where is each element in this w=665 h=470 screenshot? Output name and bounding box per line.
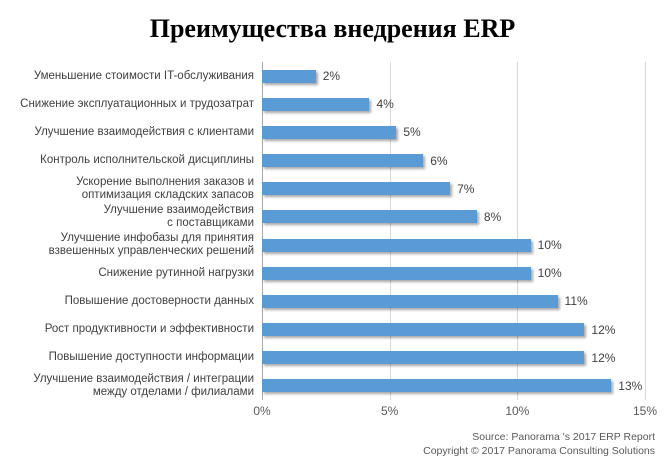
value-label: 12% [591, 322, 616, 337]
bar [262, 351, 585, 365]
x-tick-10: 10% [505, 404, 530, 418]
chart-row: Контроль исполнительской дисциплины 6% [0, 147, 665, 175]
value-label: 13% [618, 378, 643, 393]
value-label: 6% [430, 153, 448, 168]
bar-cell: 5% [262, 118, 665, 146]
gridline-10pct [517, 62, 519, 400]
bar-cell: 4% [262, 90, 665, 118]
value-label: 11% [564, 294, 588, 309]
value-label: 5% [403, 125, 421, 140]
category-label: Повышение достоверности данных [64, 294, 254, 307]
chart-area: Уменьшение стоимости IT-обслуживания 2% … [0, 62, 665, 400]
category-label: Рост продуктивности и эффективности [44, 323, 254, 336]
category-label: Улучшение инфобазы для принятия взвешенн… [48, 232, 254, 258]
plot-area [262, 62, 646, 400]
value-label: 2% [322, 69, 341, 84]
category-label: Улучшение взаимодействия с клиентами [34, 125, 254, 138]
bar-cell: 11% [262, 287, 665, 315]
bar [262, 379, 612, 393]
chart-row: Повышение достоверности данных 11% [0, 287, 665, 315]
bar-cell: 12% [262, 344, 665, 372]
category-label: Повышение доступности информации [48, 351, 254, 364]
category-label: Контроль исполнительской дисциплины [40, 154, 254, 167]
bar [262, 210, 477, 224]
bar [262, 323, 585, 337]
bar [262, 182, 451, 196]
category-label: Уменьшение стоимости IT-обслуживания [33, 69, 254, 82]
chart-row: Улучшение взаимодействия с клиентами 5% [0, 118, 665, 146]
category-label: Улучшение взаимодействия / интеграции ме… [33, 372, 254, 398]
bar-cell: 13% [262, 372, 665, 400]
x-tick-0: 0% [253, 404, 271, 418]
bar-cell: 12% [262, 316, 665, 344]
chart-row: Улучшение инфобазы для принятия взвешенн… [0, 231, 665, 259]
source-note: Source: Panorama 's 2017 ERP Report Copy… [423, 430, 655, 458]
copyright-line: Copyright © 2017 Panorama Consulting Sol… [423, 445, 655, 457]
bar [262, 69, 316, 83]
x-tick-15: 15% [632, 404, 658, 418]
axis-line-0pct [262, 62, 263, 400]
value-label: 10% [537, 238, 562, 253]
bar-rows: Уменьшение стоимости IT-обслуживания 2% … [0, 62, 665, 400]
bar-cell: 8% [262, 203, 665, 231]
value-label: 7% [457, 181, 475, 196]
category-label: Ускорение выполнения заказов и оптимизац… [76, 175, 254, 201]
bar [262, 97, 370, 111]
chart-row: Ускорение выполнения заказов и оптимизац… [0, 175, 665, 203]
value-label: 12% [591, 350, 616, 365]
value-label: 4% [376, 97, 394, 112]
chart-row: Повышение доступности информации 12% [0, 344, 665, 372]
gridline-5pct [389, 62, 391, 400]
bar [262, 125, 397, 139]
chart-row: Улучшение взаимодействия / интеграции ме… [0, 372, 665, 400]
bar [262, 266, 531, 280]
x-axis: 0% 5% 10% 15% [253, 404, 657, 420]
bar-cell: 7% [262, 175, 665, 203]
chart-row: Уменьшение стоимости IT-обслуживания 2% [0, 62, 665, 90]
bar [262, 238, 531, 252]
chart-row: Снижение рутинной нагрузки 10% [0, 259, 665, 287]
value-label: 8% [483, 209, 502, 224]
category-label: Улучшение взаимодействия с поставщиками [103, 203, 254, 229]
category-label: Снижение рутинной нагрузки [98, 266, 254, 279]
x-tick-5: 5% [380, 404, 399, 418]
chart-row: Улучшение взаимодействия с поставщиками … [0, 203, 665, 231]
bar-cell: 10% [262, 231, 665, 259]
value-label: 10% [537, 266, 562, 281]
chart-row: Рост продуктивности и эффективности 12% [0, 316, 665, 344]
chart-row: Снижение эксплуатационных и трудозатрат … [0, 90, 665, 118]
category-label: Снижение эксплуатационных и трудозатрат [20, 97, 254, 110]
bar [262, 294, 558, 308]
bar-cell: 10% [262, 259, 665, 287]
bar-cell: 6% [262, 147, 665, 175]
gridline-15pct [645, 62, 646, 400]
source-line: Source: Panorama 's 2017 ERP Report [472, 431, 655, 443]
chart-title: Преимущества внедрения ERP [149, 14, 516, 43]
bar-cell: 2% [262, 62, 665, 90]
bar [262, 154, 424, 168]
